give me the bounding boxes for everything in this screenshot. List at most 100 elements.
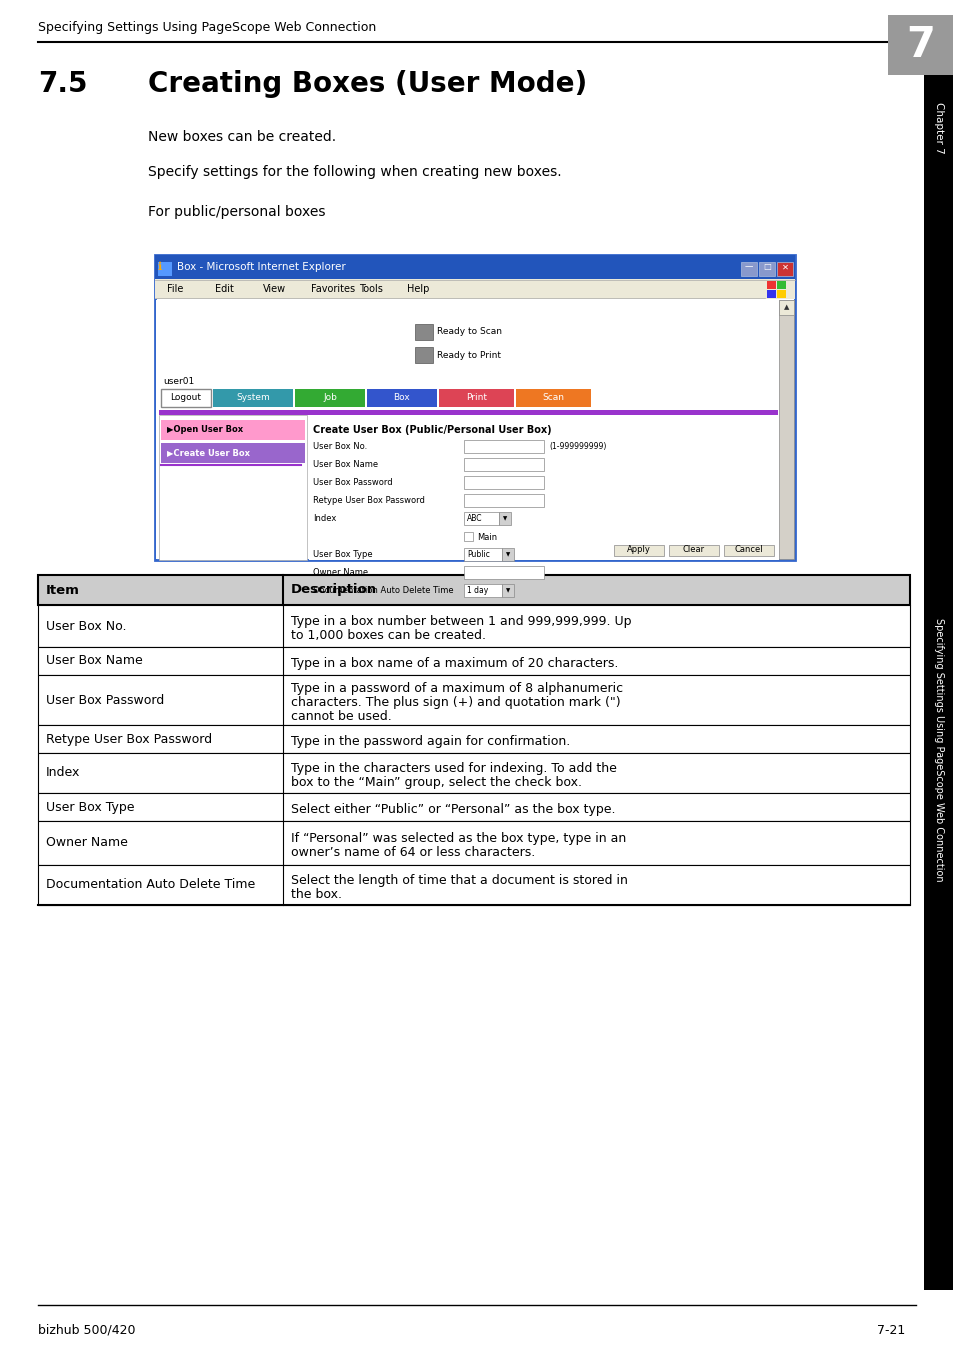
Bar: [463, 531, 473, 541]
Bar: [438, 389, 514, 407]
Bar: [740, 262, 757, 276]
Bar: [463, 512, 498, 525]
Bar: [154, 256, 794, 560]
Text: Edit: Edit: [214, 284, 233, 293]
Text: Create User Box (Public/Personal User Box): Create User Box (Public/Personal User Bo…: [313, 425, 551, 435]
Text: Ready to Print: Ready to Print: [436, 350, 500, 360]
Text: Index: Index: [46, 767, 80, 780]
Text: ▶Open User Box: ▶Open User Box: [167, 426, 243, 434]
Text: Retype User Box Password: Retype User Box Password: [313, 496, 424, 506]
Text: Description: Description: [291, 584, 376, 596]
Bar: [38, 648, 909, 675]
Text: ▲: ▲: [783, 304, 788, 310]
Bar: [161, 443, 305, 462]
Bar: [779, 300, 793, 558]
Text: ▼: ▼: [502, 516, 507, 521]
Bar: [614, 545, 663, 556]
Bar: [38, 821, 909, 865]
Text: Clear: Clear: [682, 545, 704, 554]
Text: User Box Password: User Box Password: [46, 694, 164, 707]
Bar: [776, 281, 785, 289]
Text: Specifying Settings Using PageScope Web Connection: Specifying Settings Using PageScope Web …: [933, 618, 943, 882]
Text: Index: Index: [313, 514, 336, 523]
Text: Retype User Box Password: Retype User Box Password: [46, 733, 212, 745]
Bar: [38, 753, 909, 794]
Bar: [38, 725, 909, 753]
Text: New boxes can be created.: New boxes can be created.: [148, 130, 335, 145]
Text: 7.5: 7.5: [38, 70, 88, 97]
Text: 7: 7: [905, 24, 935, 66]
Bar: [766, 289, 775, 297]
Text: File: File: [167, 284, 183, 293]
Text: Specifying Settings Using PageScope Web Connection: Specifying Settings Using PageScope Web …: [38, 22, 375, 35]
Text: System: System: [236, 393, 270, 403]
Text: Owner Name: Owner Name: [313, 568, 368, 577]
Text: Logout: Logout: [171, 393, 201, 403]
Bar: [158, 262, 172, 276]
Bar: [38, 675, 909, 725]
Bar: [668, 545, 719, 556]
Bar: [463, 566, 543, 579]
Bar: [766, 281, 775, 289]
Bar: [463, 493, 543, 507]
Text: owner’s name of 64 or less characters.: owner’s name of 64 or less characters.: [291, 846, 535, 860]
Bar: [213, 389, 293, 407]
Text: Apply: Apply: [626, 545, 650, 554]
Bar: [463, 476, 543, 489]
Text: Type in a password of a maximum of 8 alphanumeric: Type in a password of a maximum of 8 alp…: [291, 683, 622, 695]
Text: Select either “Public” or “Personal” as the box type.: Select either “Public” or “Personal” as …: [291, 803, 615, 817]
Text: the box.: the box.: [291, 888, 341, 902]
Bar: [463, 584, 501, 598]
Text: ℹ: ℹ: [158, 262, 162, 272]
Bar: [501, 548, 514, 561]
Text: Creating Boxes (User Mode): Creating Boxes (User Mode): [148, 70, 587, 97]
Bar: [463, 548, 501, 561]
Bar: [154, 256, 794, 279]
Text: (1-999999999): (1-999999999): [548, 442, 606, 452]
Bar: [776, 289, 785, 297]
Bar: [38, 865, 909, 904]
Bar: [923, 74, 953, 180]
Text: User Box Type: User Box Type: [313, 550, 373, 558]
Text: For public/personal boxes: For public/personal boxes: [148, 206, 325, 219]
Bar: [161, 420, 305, 439]
Text: ▼: ▼: [505, 588, 510, 594]
Text: Cancel: Cancel: [734, 545, 762, 554]
Text: User Box Name: User Box Name: [46, 654, 143, 668]
Text: Type in the characters used for indexing. To add the: Type in the characters used for indexing…: [291, 763, 617, 775]
Text: to 1,000 boxes can be created.: to 1,000 boxes can be created.: [291, 629, 485, 642]
Text: Scan: Scan: [542, 393, 564, 403]
Text: Documentation Auto Delete Time: Documentation Auto Delete Time: [46, 879, 255, 891]
Bar: [776, 262, 792, 276]
Bar: [159, 415, 307, 560]
Text: box to the “Main” group, select the check box.: box to the “Main” group, select the chec…: [291, 776, 581, 790]
Text: □: □: [762, 262, 770, 272]
Bar: [367, 389, 436, 407]
Text: ✕: ✕: [781, 262, 788, 272]
Bar: [923, 50, 953, 1290]
Text: Public: Public: [467, 550, 489, 558]
Bar: [294, 389, 365, 407]
Bar: [159, 410, 778, 415]
Text: Documentation Auto Delete Time: Documentation Auto Delete Time: [313, 585, 453, 595]
Text: ABC: ABC: [467, 514, 482, 523]
Text: cannot be used.: cannot be used.: [291, 710, 392, 723]
Text: User Box No.: User Box No.: [46, 619, 127, 633]
Text: Owner Name: Owner Name: [46, 837, 128, 849]
Bar: [415, 347, 433, 362]
Text: user01: user01: [163, 377, 194, 387]
Text: Type in a box number between 1 and 999,999,999. Up: Type in a box number between 1 and 999,9…: [291, 615, 631, 629]
Bar: [156, 300, 779, 558]
Text: Print: Print: [465, 393, 486, 403]
Text: 1 day: 1 day: [467, 585, 488, 595]
Text: Type in a box name of a maximum of 20 characters.: Type in a box name of a maximum of 20 ch…: [291, 657, 618, 671]
Bar: [38, 794, 909, 821]
Text: Type in the password again for confirmation.: Type in the password again for confirmat…: [291, 735, 570, 748]
Text: ▶Create User Box: ▶Create User Box: [167, 449, 250, 457]
Bar: [501, 584, 514, 598]
Text: Favorites: Favorites: [311, 284, 355, 293]
Bar: [516, 389, 590, 407]
Text: Help: Help: [407, 284, 429, 293]
Text: ▼: ▼: [505, 552, 510, 557]
Text: Item: Item: [46, 584, 80, 596]
